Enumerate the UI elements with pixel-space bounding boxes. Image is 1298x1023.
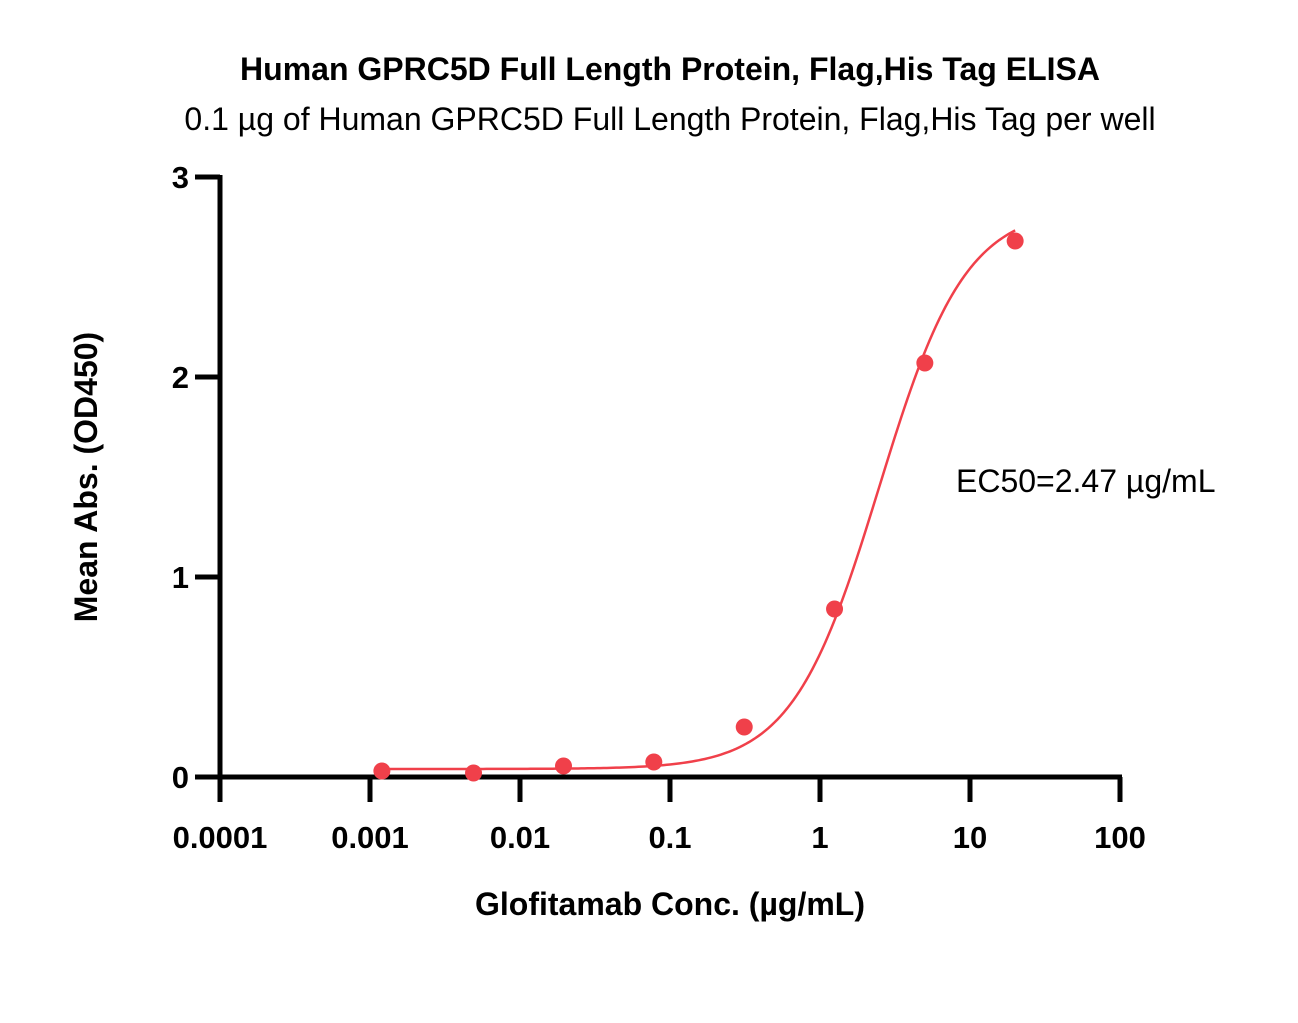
data-points-layer xyxy=(373,232,1024,782)
x-tick-label: 0.001 xyxy=(331,820,409,855)
x-tick-label: 1 xyxy=(811,820,828,855)
x-tick-label: 10 xyxy=(953,820,987,855)
y-tick-label: 2 xyxy=(172,360,189,395)
data-point xyxy=(555,757,573,775)
y-ticks: 0 1 2 3 xyxy=(172,160,220,795)
data-point xyxy=(1006,232,1024,250)
chart-subtitle: 0.1 µg of Human GPRC5D Full Length Prote… xyxy=(184,101,1155,137)
y-axis-label: Mean Abs. (OD450) xyxy=(68,332,104,622)
x-axis-label: Glofitamab Conc. (µg/mL) xyxy=(475,886,865,922)
y-tick-label: 0 xyxy=(172,760,189,795)
data-point xyxy=(735,718,753,736)
ec50-annotation: EC50=2.47 µg/mL xyxy=(956,463,1215,499)
data-point xyxy=(373,762,391,780)
data-point xyxy=(826,600,844,618)
x-tick-label: 0.0001 xyxy=(173,820,268,855)
x-tick-label: 0.1 xyxy=(648,820,691,855)
x-tick-label: 100 xyxy=(1094,820,1146,855)
y-tick-label: 1 xyxy=(172,560,189,595)
data-point xyxy=(645,753,663,771)
data-point xyxy=(916,354,934,372)
y-tick-label: 3 xyxy=(172,160,189,195)
data-point xyxy=(465,764,483,782)
fit-curve xyxy=(381,229,1016,771)
fit-curve-layer xyxy=(381,229,1016,771)
x-tick-label: 0.01 xyxy=(490,820,550,855)
x-ticks: 0.0001 0.001 0.01 0.1 1 10 100 xyxy=(173,777,1146,855)
chart-title: Human GPRC5D Full Length Protein, Flag,H… xyxy=(240,51,1100,87)
